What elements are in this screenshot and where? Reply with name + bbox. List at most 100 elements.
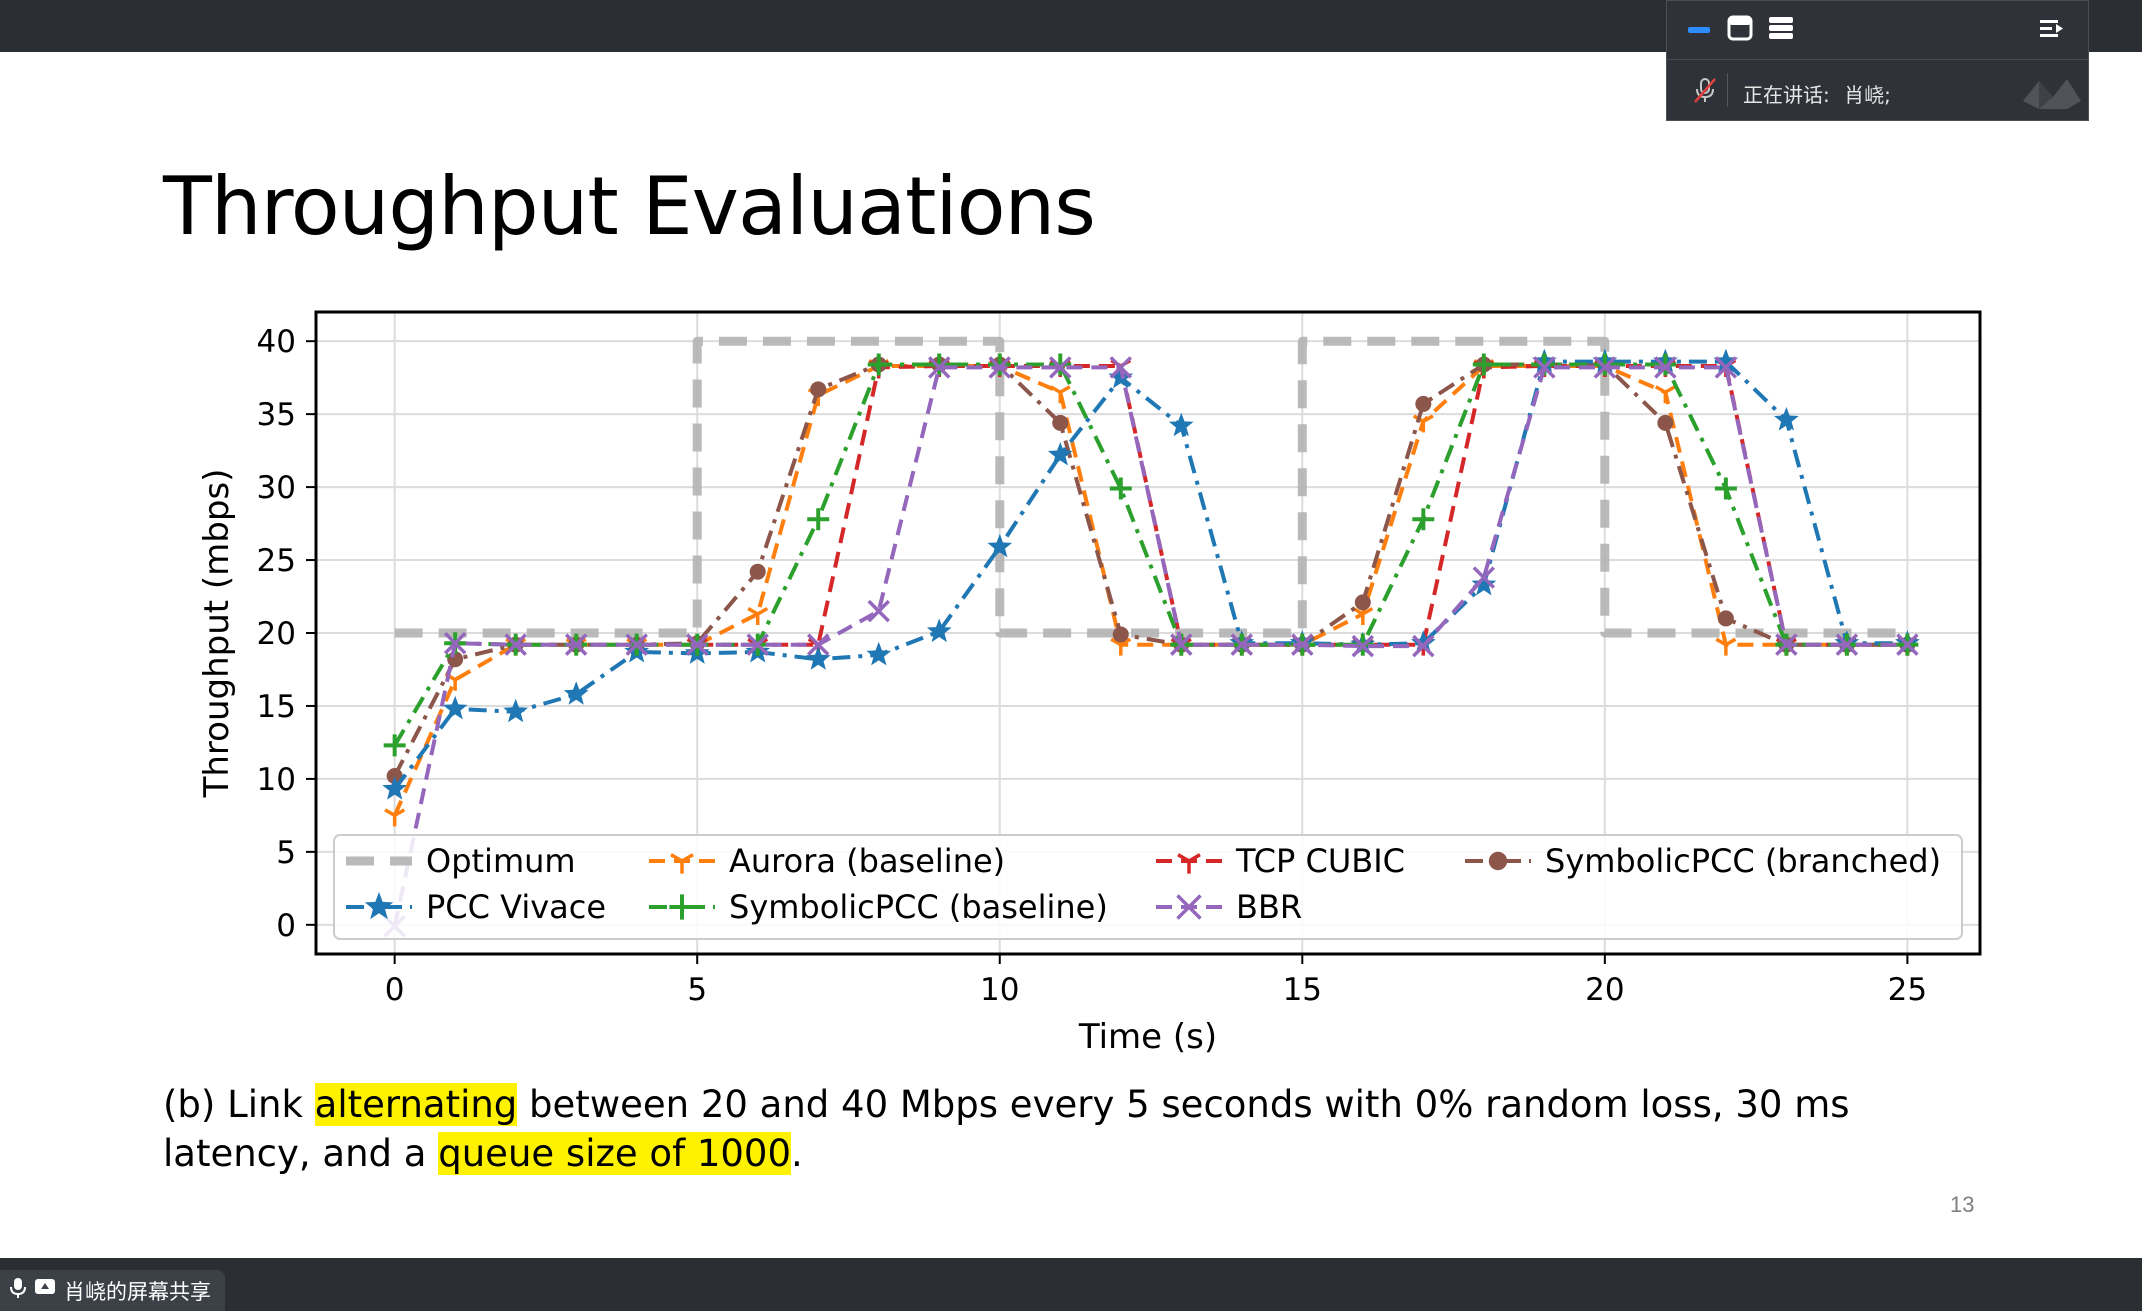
x-tick-label: 0	[385, 972, 405, 1008]
legend-label: BBR	[1236, 888, 1302, 926]
speaker-status: 正在讲话: 肖峣;	[1743, 79, 1891, 108]
series-line	[392, 362, 1908, 777]
marker-star	[442, 695, 468, 720]
legend-box	[333, 834, 1963, 940]
marker-x	[806, 633, 830, 656]
marker-star	[503, 698, 528, 723]
marker-x	[1351, 634, 1375, 658]
x-tick-label: 15	[1283, 972, 1322, 1008]
mic-icon	[10, 1277, 26, 1304]
marker-x	[1714, 356, 1738, 379]
marker-star	[987, 533, 1013, 558]
marker-star	[805, 646, 831, 670]
marker-circle	[1415, 395, 1432, 412]
marker-circle	[386, 767, 403, 784]
marker-x	[1291, 633, 1314, 656]
collapse-panel-icon[interactable]	[2039, 15, 2067, 43]
screen-share-tab[interactable]: 肖峣的屏幕共享	[0, 1270, 225, 1311]
muted-mic-icon	[1691, 76, 1719, 104]
legend-item: SymbolicPCC (baseline)	[649, 888, 1108, 926]
caption-part: between 20 and 40 Mbps every 5 seconds w…	[163, 1083, 1850, 1175]
throughput-chart: 0 5 10 15 20 25 0 5 10 15 20 25 30 35 40 Time (s) Throug…	[190, 300, 1990, 1060]
marker-x	[1654, 356, 1677, 379]
marker-star	[1713, 348, 1739, 373]
x-tick-label: 5	[687, 972, 707, 1008]
y-tick-label: 5	[276, 835, 296, 871]
figure-caption: (b) Link alternating between 20 and 40 M…	[163, 1080, 1983, 1178]
marker-star	[382, 776, 407, 800]
marker-plus	[383, 734, 406, 757]
series-line	[393, 359, 1908, 791]
marker-x	[1593, 356, 1617, 379]
speaker-row: 正在讲话: 肖峣;	[1667, 59, 2088, 121]
speaking-label: 正在讲话:	[1743, 83, 1830, 107]
marker-x	[1176, 894, 1202, 920]
marker-x	[1775, 633, 1798, 656]
marker-x	[988, 356, 1011, 379]
y-tick-label: 35	[257, 397, 296, 433]
marker-x	[1230, 633, 1254, 656]
marker-plus	[867, 353, 890, 376]
chart-svg: 0 5 10 15 20 25 0 5 10 15 20 25 30 35 40 Time (s) Throug…	[197, 310, 1982, 1057]
marker-star	[1774, 407, 1799, 431]
legend-item: BBR	[1156, 888, 1302, 926]
caption-part: .	[791, 1132, 803, 1175]
series-line	[392, 365, 1908, 927]
marker-star	[1047, 442, 1073, 466]
marker-x	[1533, 356, 1556, 379]
marker-plus	[1472, 353, 1495, 376]
marker-plus	[1412, 508, 1435, 531]
marker-x	[564, 633, 588, 656]
legend: Optimum Aurora (baseline) TCP CUBIC Symboli…	[333, 834, 1963, 940]
marker-star	[1471, 571, 1497, 596]
marker-circle	[1488, 851, 1508, 871]
marker-star	[563, 681, 589, 705]
legend-label: SymbolicPCC (branched)	[1545, 842, 1941, 880]
x-tick-label: 10	[980, 972, 1019, 1008]
marker-circle	[1052, 414, 1069, 431]
y-tick-label: 15	[257, 689, 296, 725]
marker-circle	[1354, 594, 1371, 611]
page-number: 13	[1950, 1192, 1975, 1217]
panel-toolbar	[1667, 1, 2088, 60]
divider	[1727, 73, 1728, 107]
y-tick-label: 25	[257, 543, 296, 579]
minimize-icon[interactable]	[1685, 16, 1713, 44]
marker-plus	[669, 894, 695, 920]
caption-highlight: alternating	[314, 1083, 518, 1126]
marker-star	[364, 892, 394, 920]
marker-circle	[1657, 414, 1674, 431]
marker-plus	[988, 353, 1011, 376]
marker-plus	[928, 353, 951, 376]
legend-label: Optimum	[426, 842, 576, 880]
marker-circle	[1717, 610, 1734, 627]
marker-plus	[1109, 477, 1132, 500]
window-icon[interactable]	[1726, 14, 1754, 42]
marker-x	[1170, 633, 1193, 656]
marker-plus	[1714, 477, 1737, 500]
legend-item: TCP CUBIC	[1156, 842, 1405, 880]
slide-title: Throughput Evaluations	[163, 160, 1096, 253]
x-tick-label: 20	[1585, 972, 1624, 1008]
marker-tri	[1654, 385, 1676, 404]
marker-plus	[1654, 353, 1677, 376]
marker-x	[504, 633, 527, 656]
marker-x	[1835, 633, 1859, 656]
video-thumbnail	[2019, 71, 2083, 111]
marker-tri	[670, 853, 694, 874]
series-optimum	[394, 336, 1908, 638]
caption-highlight: queue size of 1000	[438, 1132, 792, 1175]
series-line	[392, 364, 1908, 817]
y-tick-label: 10	[257, 762, 296, 798]
series-bbr	[383, 356, 1919, 938]
legend-label: PCC Vivace	[426, 888, 606, 926]
y-tick-label: 0	[276, 908, 296, 944]
x-tick-label: 25	[1888, 972, 1927, 1008]
layout-icon[interactable]	[1767, 14, 1795, 42]
legend-item: Aurora (baseline)	[649, 842, 1005, 880]
marker-tri	[1177, 853, 1201, 874]
legend-label: SymbolicPCC (baseline)	[729, 888, 1108, 926]
marker-x	[1049, 356, 1072, 379]
legend-label: Aurora (baseline)	[729, 842, 1005, 880]
marker-x	[928, 356, 951, 379]
